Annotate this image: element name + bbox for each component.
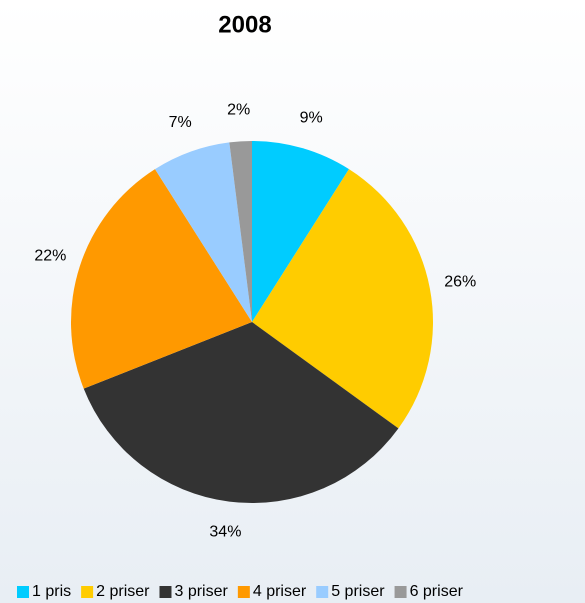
- data-label: 22%: [34, 248, 66, 265]
- data-label: 9%: [300, 110, 323, 127]
- legend-swatch: [81, 586, 94, 598]
- pie-slice: [83, 322, 399, 504]
- legend-swatch: [17, 586, 29, 598]
- pie-slice: [252, 169, 433, 429]
- legend-label: 4 priser: [253, 583, 307, 600]
- pie-slice: [229, 141, 252, 322]
- data-label: 7%: [169, 114, 192, 131]
- legend-label: 6 priser: [410, 583, 464, 600]
- data-label: 26%: [444, 273, 476, 290]
- pie-slice: [155, 142, 252, 322]
- legend-label: 1 pris: [32, 583, 71, 600]
- pie-slice: [70, 169, 252, 389]
- legend-label: 2 priser: [96, 583, 150, 600]
- legend-label: 5 priser: [331, 583, 385, 600]
- pie-slice: [252, 141, 349, 322]
- legend-label: 3 priser: [174, 583, 228, 600]
- data-label: 2%: [227, 102, 250, 119]
- chart-title: 2008: [218, 11, 271, 38]
- legend-swatch: [394, 586, 407, 598]
- data-label: 34%: [209, 524, 241, 541]
- legend-swatch: [159, 586, 172, 598]
- legend-swatch: [237, 586, 250, 598]
- legend-swatch: [316, 586, 329, 598]
